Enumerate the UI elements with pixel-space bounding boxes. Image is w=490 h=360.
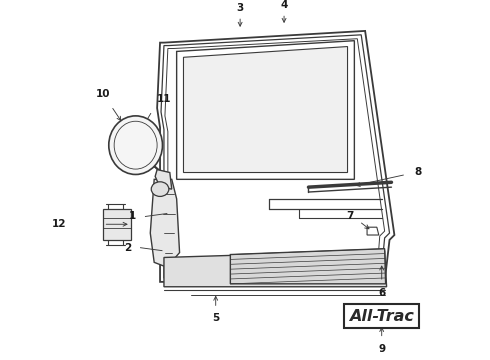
Text: 5: 5 xyxy=(212,313,220,323)
Polygon shape xyxy=(155,170,172,189)
Text: 12: 12 xyxy=(52,219,66,229)
Text: 4: 4 xyxy=(280,0,288,10)
Text: 1: 1 xyxy=(129,211,136,221)
Polygon shape xyxy=(183,46,347,172)
Text: 9: 9 xyxy=(378,345,385,354)
Text: All-Trac: All-Trac xyxy=(349,309,414,324)
Text: 11: 11 xyxy=(157,94,171,104)
Text: 8: 8 xyxy=(414,167,421,176)
Text: 6: 6 xyxy=(378,288,385,298)
Ellipse shape xyxy=(109,116,163,175)
Text: 7: 7 xyxy=(346,211,353,221)
Ellipse shape xyxy=(151,182,169,197)
Polygon shape xyxy=(230,249,386,284)
Polygon shape xyxy=(164,251,387,287)
Polygon shape xyxy=(103,209,131,240)
Polygon shape xyxy=(150,179,179,267)
Text: 3: 3 xyxy=(237,3,244,13)
Text: 2: 2 xyxy=(124,243,131,253)
Text: 10: 10 xyxy=(96,89,111,99)
